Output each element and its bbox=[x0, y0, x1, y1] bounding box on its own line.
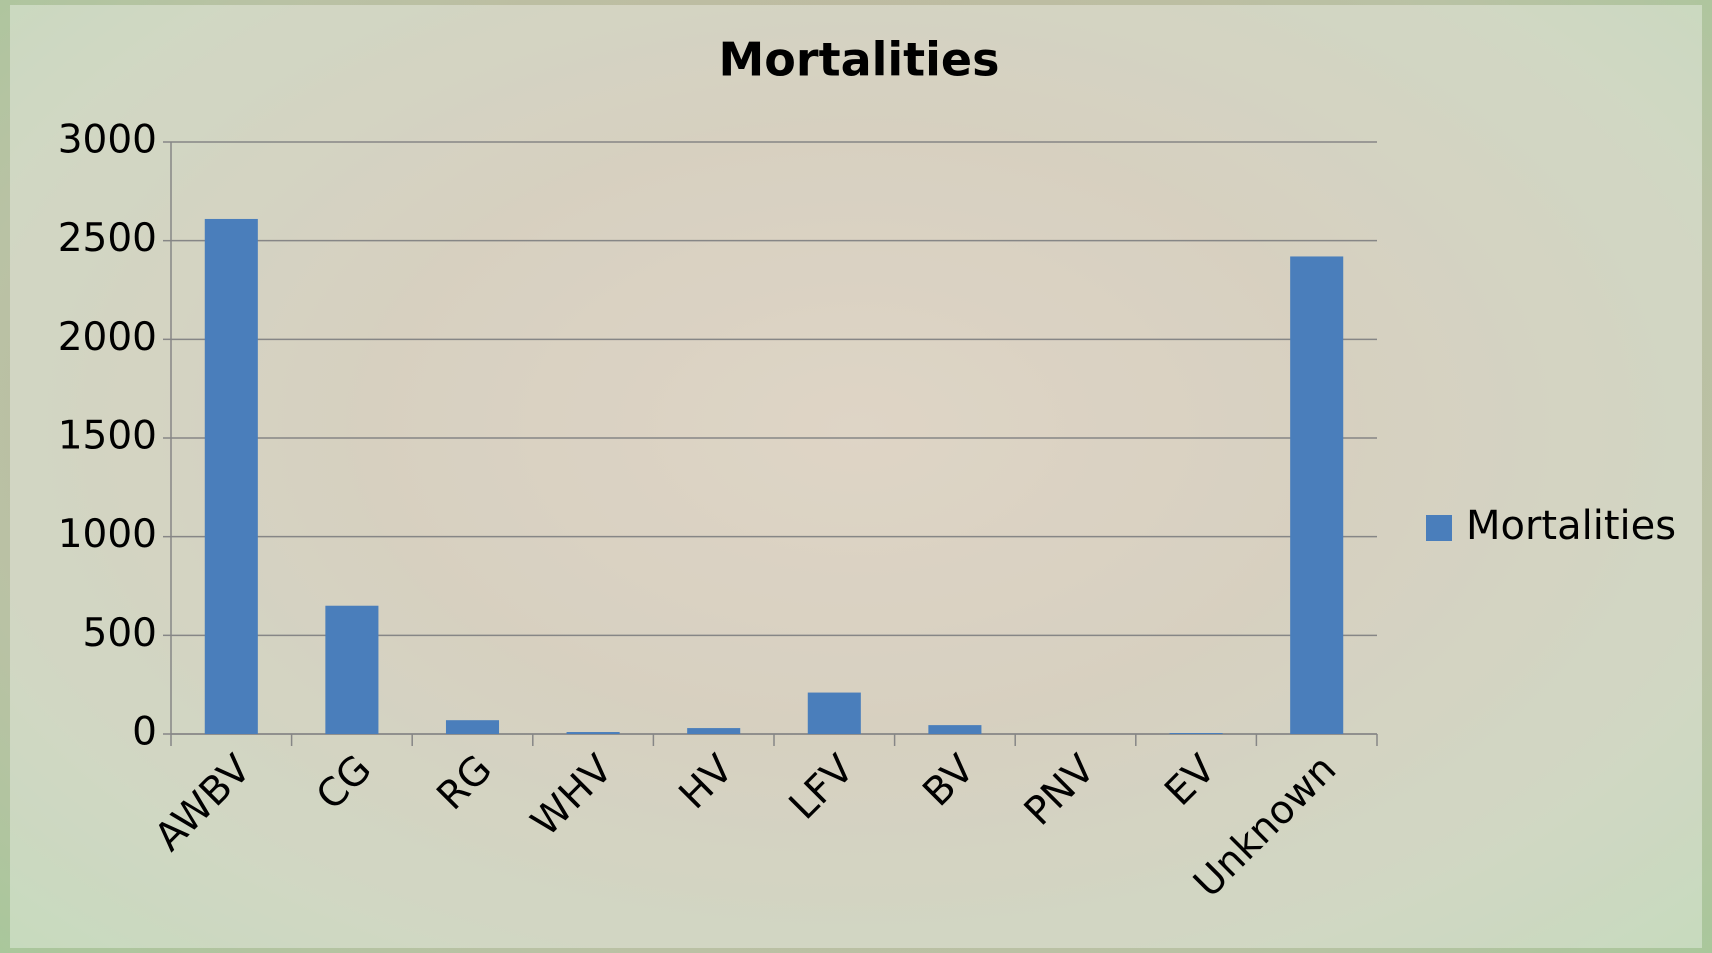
y-tick-label: 1000 bbox=[58, 512, 157, 557]
slide: Mortalities 050010001500200025003000AWBV… bbox=[0, 0, 1712, 953]
legend-swatch bbox=[1426, 515, 1452, 541]
y-tick-label: 1500 bbox=[58, 414, 157, 459]
y-tick-label: 3000 bbox=[58, 118, 157, 163]
y-tick-label: 500 bbox=[83, 611, 157, 656]
bar bbox=[567, 732, 620, 734]
legend-label: Mortalities bbox=[1466, 503, 1676, 549]
y-tick-label: 2000 bbox=[58, 315, 157, 360]
bar bbox=[446, 720, 499, 734]
chart-area bbox=[10, 5, 1702, 948]
bar bbox=[1170, 733, 1223, 734]
bar bbox=[325, 606, 378, 734]
bar bbox=[1290, 256, 1343, 734]
chart: Mortalities 050010001500200025003000AWBV… bbox=[0, 0, 1712, 953]
bar bbox=[928, 725, 981, 734]
bar bbox=[687, 728, 740, 734]
bar bbox=[205, 219, 258, 734]
chart-title: Mortalities bbox=[719, 33, 1000, 87]
y-tick-label: 0 bbox=[132, 710, 157, 755]
y-tick-label: 2500 bbox=[58, 216, 157, 261]
bar bbox=[808, 693, 861, 734]
